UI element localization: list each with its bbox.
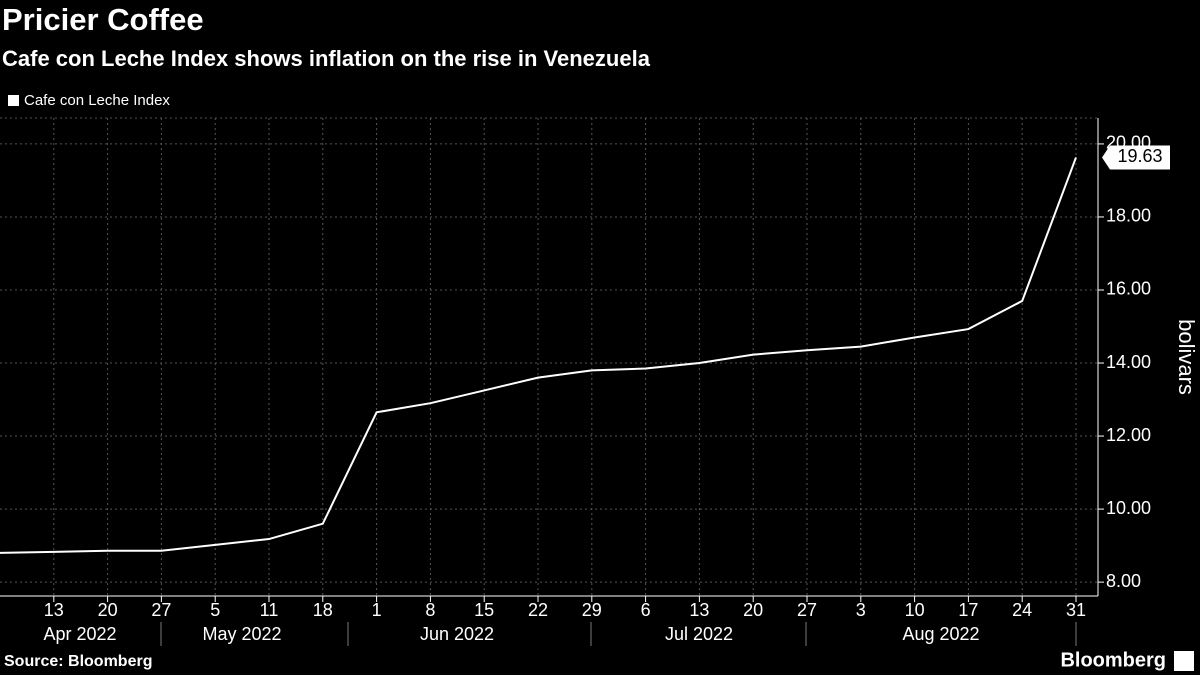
x-group-label: Jun 2022 <box>420 624 494 644</box>
x-tick-label: 31 <box>1066 600 1086 620</box>
brand-icon <box>1174 651 1194 671</box>
x-tick-label: 5 <box>210 600 220 620</box>
x-tick-label: 18 <box>313 600 333 620</box>
x-tick-label: 15 <box>474 600 494 620</box>
x-tick-label: 17 <box>958 600 978 620</box>
x-group-label: Apr 2022 <box>43 624 116 644</box>
x-tick-label: 20 <box>743 600 763 620</box>
x-tick-label: 29 <box>582 600 602 620</box>
y-tick-label: 16.00 <box>1106 279 1151 299</box>
x-tick-label: 20 <box>98 600 118 620</box>
x-group-label: Aug 2022 <box>902 624 979 644</box>
y-tick-label: 12.00 <box>1106 425 1151 445</box>
x-tick-label: 10 <box>905 600 925 620</box>
source: Source: Bloomberg <box>4 653 152 670</box>
y-tick-label: 10.00 <box>1106 498 1151 518</box>
x-tick-label: 13 <box>44 600 64 620</box>
x-tick-label: 27 <box>797 600 817 620</box>
y-axis-label: bolivars <box>1174 319 1199 395</box>
y-tick-label: 14.00 <box>1106 352 1151 372</box>
x-group-label: Jul 2022 <box>665 624 733 644</box>
value-callout <box>1102 145 1170 170</box>
brand: Bloomberg <box>1060 649 1166 671</box>
x-tick-label: 27 <box>151 600 171 620</box>
x-tick-label: 22 <box>528 600 548 620</box>
x-tick-label: 6 <box>641 600 651 620</box>
x-tick-label: 13 <box>689 600 709 620</box>
x-tick-label: 11 <box>260 600 279 620</box>
x-tick-label: 8 <box>425 600 435 620</box>
legend-swatch <box>8 95 19 106</box>
x-tick-label: 1 <box>372 600 382 620</box>
y-tick-label: 18.00 <box>1106 206 1151 226</box>
legend-label: Cafe con Leche Index <box>24 92 170 109</box>
line <box>0 157 1077 554</box>
x-tick-label: 3 <box>856 600 866 620</box>
value-label: 19.63 <box>1117 146 1162 166</box>
chart-title: Pricier Coffee <box>2 2 204 37</box>
x-group-label: May 2022 <box>202 624 281 644</box>
x-tick-label: 24 <box>1012 600 1032 620</box>
y-tick-label: 8.00 <box>1106 571 1141 591</box>
chart-subtitle: Cafe con Leche Index shows inflation on … <box>2 46 651 71</box>
